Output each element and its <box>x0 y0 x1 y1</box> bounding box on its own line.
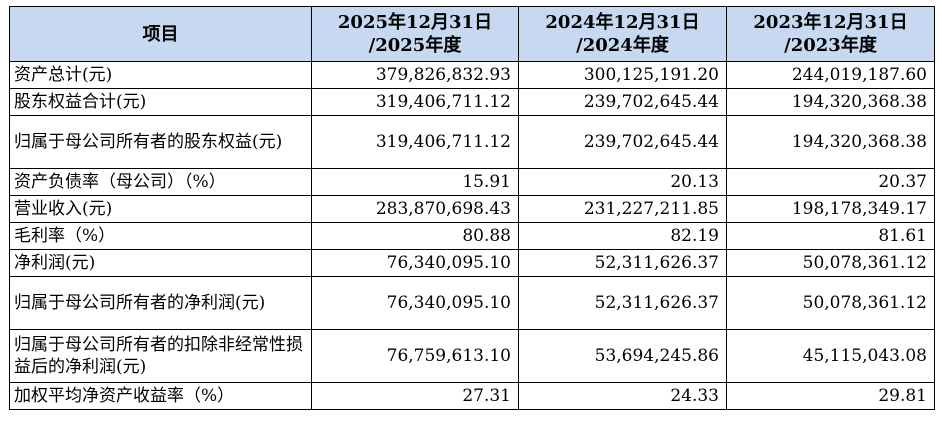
row-label: 加权平均净资产收益率（%） <box>9 382 312 410</box>
value-2023: 198,178,349.17 <box>726 195 935 223</box>
value-2025: 319,406,711.12 <box>311 88 519 116</box>
financial-table: 项目 2025年12月31日 /2025年度 2024年12月31日 /2024… <box>9 6 935 410</box>
table-row: 归属于母公司所有者的股东权益(元) 319,406,711.12 239,702… <box>9 115 935 169</box>
table-row: 归属于母公司所有者的净利润(元) 76,340,095.10 52,311,62… <box>9 276 935 330</box>
header-2025-year: /2025年度 <box>368 35 462 56</box>
header-item: 项目 <box>9 6 312 62</box>
row-label: 归属于母公司所有者的扣除非经常性损益后的净利润(元) <box>9 329 312 383</box>
value-2024: 20.13 <box>518 168 727 196</box>
value-2025: 76,759,613.10 <box>311 329 519 383</box>
row-label: 毛利率（%） <box>9 222 312 250</box>
value-2025: 319,406,711.12 <box>311 115 519 169</box>
row-label: 营业收入(元) <box>9 195 312 223</box>
header-2023-year: /2023年度 <box>784 35 877 56</box>
value-2024: 239,702,645.44 <box>518 115 727 169</box>
value-2024: 24.33 <box>518 382 727 410</box>
value-2024: 82.19 <box>518 222 727 250</box>
value-2023: 81.61 <box>726 222 935 250</box>
value-2023: 50,078,361.12 <box>726 249 935 277</box>
row-label: 资产总计(元) <box>9 61 312 89</box>
value-2023: 20.37 <box>726 168 935 196</box>
table-row: 股东权益合计(元) 319,406,711.12 239,702,645.44 … <box>9 88 935 116</box>
value-2025: 379,826,832.93 <box>311 61 519 89</box>
value-2023: 29.81 <box>726 382 935 410</box>
value-2023: 194,320,368.38 <box>726 115 935 169</box>
value-2025: 15.91 <box>311 168 519 196</box>
header-2023: 2023年12月31日 /2023年度 <box>726 6 935 62</box>
value-2024: 52,311,626.37 <box>518 249 727 277</box>
financial-summary: 项目 2025年12月31日 /2025年度 2024年12月31日 /2024… <box>9 6 935 410</box>
value-2024: 231,227,211.85 <box>518 195 727 223</box>
header-2024-year: /2024年度 <box>576 35 669 56</box>
value-2025: 76,340,095.10 <box>311 249 519 277</box>
value-2025: 27.31 <box>311 382 519 410</box>
header-2025-date: 2025年12月31日 <box>337 12 493 33</box>
value-2025: 76,340,095.10 <box>311 276 519 330</box>
row-label: 归属于母公司所有者的股东权益(元) <box>9 115 312 169</box>
table-row: 毛利率（%） 80.88 82.19 81.61 <box>9 222 935 250</box>
value-2023: 45,115,043.08 <box>726 329 935 383</box>
value-2023: 194,320,368.38 <box>726 88 935 116</box>
header-2023-date: 2023年12月31日 <box>753 12 908 33</box>
value-2024: 53,694,245.86 <box>518 329 727 383</box>
table-header-row: 项目 2025年12月31日 /2025年度 2024年12月31日 /2024… <box>9 6 935 62</box>
row-label: 股东权益合计(元) <box>9 88 312 116</box>
row-label: 资产负债率（母公司）（%） <box>9 168 312 196</box>
header-2024-date: 2024年12月31日 <box>545 12 700 33</box>
table-row: 归属于母公司所有者的扣除非经常性损益后的净利润(元) 76,759,613.10… <box>9 329 935 383</box>
value-2025: 80.88 <box>311 222 519 250</box>
value-2024: 52,311,626.37 <box>518 276 727 330</box>
header-2025: 2025年12月31日 /2025年度 <box>311 6 519 62</box>
value-2024: 300,125,191.20 <box>518 61 727 89</box>
row-label: 净利润(元) <box>9 249 312 277</box>
table-row: 净利润(元) 76,340,095.10 52,311,626.37 50,07… <box>9 249 935 277</box>
value-2023: 244,019,187.60 <box>726 61 935 89</box>
row-label: 归属于母公司所有者的净利润(元) <box>9 276 312 330</box>
table-row: 营业收入(元) 283,870,698.43 231,227,211.85 19… <box>9 195 935 223</box>
table-row: 资产负债率（母公司）（%） 15.91 20.13 20.37 <box>9 168 935 196</box>
header-2024: 2024年12月31日 /2024年度 <box>518 6 727 62</box>
table-row: 资产总计(元) 379,826,832.93 300,125,191.20 24… <box>9 61 935 89</box>
value-2023: 50,078,361.12 <box>726 276 935 330</box>
value-2025: 283,870,698.43 <box>311 195 519 223</box>
value-2024: 239,702,645.44 <box>518 88 727 116</box>
table-row: 加权平均净资产收益率（%） 27.31 24.33 29.81 <box>9 382 935 410</box>
